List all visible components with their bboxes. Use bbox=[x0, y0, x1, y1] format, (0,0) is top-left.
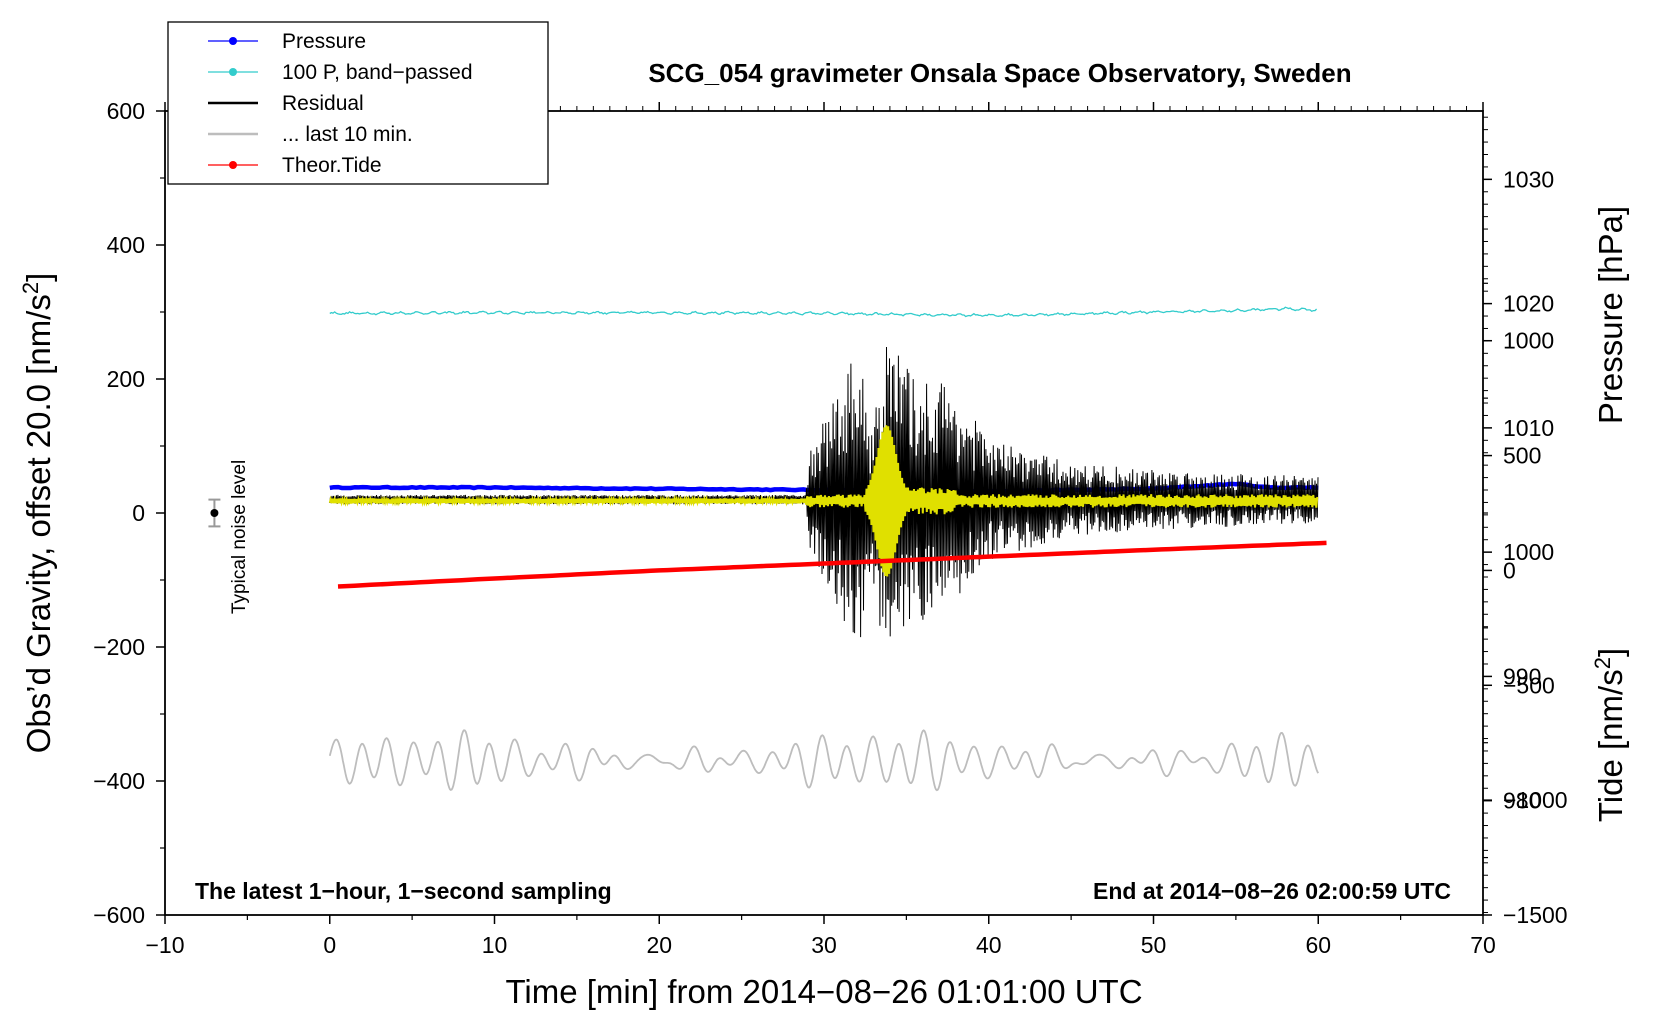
series-layer bbox=[328, 306, 1327, 792]
legend-marker bbox=[229, 37, 237, 45]
theoretical-tide-line bbox=[337, 540, 1327, 589]
last-10-min-line bbox=[328, 729, 1319, 792]
pressure-tick-label: 1000 bbox=[1503, 539, 1554, 565]
tide-tick-label: −1000 bbox=[1503, 787, 1568, 813]
tide-tick-label: −1500 bbox=[1503, 902, 1568, 928]
pressure-tick-label: 1030 bbox=[1503, 166, 1554, 192]
x-tick-label: 50 bbox=[1141, 932, 1167, 958]
noise-indicator: Typical noise level bbox=[208, 460, 250, 614]
tide-tick-label: −500 bbox=[1503, 672, 1555, 698]
pressure-tick-label: 980 bbox=[1503, 788, 1541, 814]
x-tick-label: −10 bbox=[145, 932, 184, 958]
y-tick-label-left: −200 bbox=[93, 634, 145, 660]
y-axis-label-left-main: Obs’d Gravity, offset 20.0 [nm/s bbox=[20, 294, 57, 753]
y-tick-label-left: 0 bbox=[132, 500, 145, 526]
y-tick-label-left: −400 bbox=[93, 768, 145, 794]
x-tick-label: 0 bbox=[323, 932, 336, 958]
pressure-tick-label: 1020 bbox=[1503, 291, 1554, 317]
legend-label: ... last 10 min. bbox=[282, 123, 413, 146]
tide-tick-label: 1000 bbox=[1503, 328, 1554, 354]
x-tick-label: 20 bbox=[646, 932, 672, 958]
x-tick-label: 70 bbox=[1470, 932, 1496, 958]
labels-layer: −10 0 10 20 30 40 50 60 706004002000−200−400−600… bbox=[93, 98, 1567, 958]
residual-smoothed-line bbox=[328, 425, 1319, 577]
y-axis-label-tide-main: Tide [nm/s bbox=[1592, 669, 1629, 822]
legend-marker bbox=[229, 68, 237, 76]
y-axis-label-tide: Tide [nm/s2] bbox=[1590, 648, 1629, 822]
legend-marker bbox=[229, 161, 237, 169]
ticks-layer bbox=[156, 102, 1492, 924]
y-tick-label-left: 400 bbox=[107, 232, 145, 258]
y-tick-label-left: −600 bbox=[93, 902, 145, 928]
y-tick-label-left: 600 bbox=[107, 98, 145, 124]
x-tick-label: 10 bbox=[482, 932, 508, 958]
annotation-right: End at 2014−08−26 02:00:59 UTC bbox=[1093, 878, 1451, 904]
x-tick-label: 30 bbox=[811, 932, 837, 958]
pressure-tick-label: 990 bbox=[1503, 663, 1541, 689]
legend-label: Pressure bbox=[282, 30, 366, 53]
tide-tick-label: 500 bbox=[1503, 443, 1541, 469]
y-axis-label-left: Obs’d Gravity, offset 20.0 [nm/s2] bbox=[18, 273, 57, 754]
legend: Pressure 100 P, band−passed Residual ... la… bbox=[167, 21, 549, 185]
x-tick-label: 40 bbox=[976, 932, 1002, 958]
y-axis-label-pressure: Pressure [hPa] bbox=[1592, 206, 1629, 424]
tide-tick-label: 0 bbox=[1503, 557, 1516, 583]
y-axis-label-left-sup: 2 bbox=[18, 282, 43, 294]
chart-title: SCG_054 gravimeter Onsala Space Observat… bbox=[648, 58, 1351, 88]
y-axis-label-tide-sup: 2 bbox=[1590, 657, 1615, 669]
y-axis-label-left-end: ] bbox=[20, 273, 57, 282]
y-axis-label-tide-end: ] bbox=[1592, 648, 1629, 657]
legend-label: 100 P, band−passed bbox=[282, 61, 473, 84]
noise-point bbox=[210, 509, 219, 517]
pressure-tick-label: 1010 bbox=[1503, 415, 1554, 441]
noise-label: Typical noise level bbox=[229, 460, 250, 614]
legend-label: Theor.Tide bbox=[282, 154, 382, 177]
x-axis-label: Time [min] from 2014−08−26 01:01:00 UTC bbox=[505, 973, 1142, 1010]
bandpassed-pressure-line bbox=[329, 306, 1318, 318]
x-tick-label: 60 bbox=[1305, 932, 1331, 958]
annotation-left: The latest 1−hour, 1−second sampling bbox=[195, 878, 612, 904]
y-tick-label-left: 200 bbox=[107, 366, 145, 392]
legend-label: Residual bbox=[282, 92, 364, 115]
